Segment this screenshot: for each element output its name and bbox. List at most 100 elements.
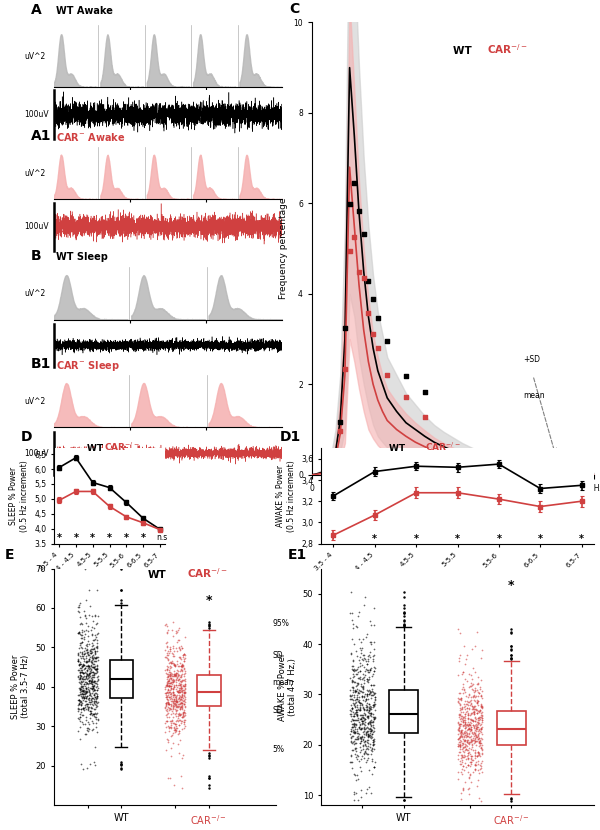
Point <box>172 695 181 708</box>
Point <box>348 660 358 673</box>
Point <box>473 728 483 741</box>
Point <box>91 694 101 707</box>
Point <box>74 672 84 686</box>
Point <box>164 679 173 692</box>
Point <box>463 752 473 765</box>
Point <box>462 740 472 753</box>
Point <box>82 663 92 676</box>
Point <box>80 718 89 731</box>
Point <box>353 694 363 707</box>
Point <box>358 715 368 728</box>
Point <box>172 663 182 676</box>
Point <box>458 738 467 751</box>
Point <box>89 671 98 684</box>
Point <box>163 671 173 684</box>
Point <box>468 701 478 715</box>
Point <box>460 717 469 730</box>
Point <box>82 677 91 691</box>
Point <box>162 671 172 685</box>
Point <box>161 688 170 701</box>
Point <box>364 274 373 287</box>
Point <box>356 732 366 745</box>
Point <box>472 734 482 747</box>
Point <box>83 654 93 667</box>
Point <box>470 720 479 733</box>
Point <box>357 681 367 694</box>
Point <box>456 752 466 765</box>
Point <box>168 647 178 661</box>
Point <box>82 654 92 667</box>
Point <box>350 717 359 730</box>
Point <box>460 734 470 747</box>
Point <box>168 642 178 655</box>
Point <box>354 720 364 734</box>
Point <box>352 704 361 717</box>
Point <box>472 706 482 720</box>
Point <box>170 717 179 730</box>
Point <box>365 721 374 735</box>
Point <box>168 701 178 715</box>
Point <box>455 698 465 711</box>
Point <box>92 689 101 702</box>
Point <box>90 662 100 676</box>
Point <box>367 688 377 701</box>
Point <box>175 643 184 657</box>
Point <box>462 701 472 715</box>
Point <box>365 730 374 743</box>
Point <box>166 721 176 735</box>
Point <box>477 754 487 768</box>
Point <box>457 724 467 737</box>
Point <box>79 662 89 676</box>
Point <box>476 688 486 701</box>
Point <box>161 691 171 704</box>
Point <box>166 671 176 685</box>
Point <box>364 763 374 776</box>
Point <box>176 659 185 672</box>
Point <box>77 626 86 639</box>
Point <box>164 697 174 710</box>
Point <box>476 700 485 713</box>
Point <box>461 727 470 740</box>
Point <box>367 745 377 758</box>
Point <box>459 748 469 761</box>
Text: *: * <box>538 534 543 544</box>
Point <box>176 696 186 710</box>
Point <box>164 691 174 704</box>
Point <box>475 736 485 749</box>
Point <box>367 728 376 741</box>
Point <box>172 673 181 686</box>
Point <box>455 648 465 662</box>
Point <box>176 696 185 709</box>
Point <box>362 690 372 703</box>
Point <box>81 650 91 663</box>
Point <box>476 697 486 710</box>
Point <box>370 760 379 774</box>
Point <box>477 701 487 714</box>
Point <box>460 729 470 742</box>
Point <box>170 659 180 672</box>
Point <box>457 792 466 805</box>
Point <box>477 733 487 746</box>
Point <box>346 692 356 705</box>
Point <box>164 666 174 679</box>
Point <box>175 651 184 664</box>
Point <box>364 648 374 662</box>
Point <box>84 659 94 672</box>
Point <box>345 198 355 211</box>
Point <box>468 728 478 741</box>
Point <box>170 695 180 708</box>
Point <box>169 673 178 686</box>
Point <box>175 702 184 715</box>
Point <box>349 725 358 738</box>
Point <box>163 696 173 710</box>
Point <box>92 720 101 734</box>
Point <box>465 713 475 726</box>
Point <box>83 669 93 682</box>
Point <box>472 749 482 762</box>
Point <box>170 717 180 730</box>
Point <box>367 707 376 720</box>
Point <box>76 628 86 642</box>
Text: CAR$^{-}$ Sleep: CAR$^{-}$ Sleep <box>56 359 120 374</box>
Point <box>463 722 473 735</box>
Point <box>368 735 377 749</box>
